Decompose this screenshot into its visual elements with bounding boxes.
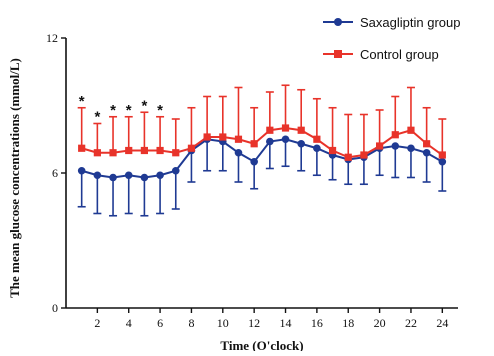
control-point [109,149,117,157]
error-bars [77,84,447,217]
control-point [407,126,415,134]
control-point [172,149,180,157]
x-tick-label: 18 [342,316,354,330]
control-point [250,140,258,148]
legend-saxagliptin-label: Saxagliptin group [360,15,460,30]
x-tick-label: 24 [436,316,448,330]
saxagliptin-point [281,135,290,144]
y-axis-title: The mean glucose concentrations (mmol/L) [7,58,22,298]
significance-asterisk: * [79,93,85,110]
saxagliptin-series-line [81,138,443,179]
control-point [266,126,274,134]
axes [65,38,458,309]
legend-saxagliptin-marker [334,18,342,26]
significance-asterisk: * [141,97,147,114]
control-point [360,151,368,159]
saxagliptin-point [313,144,321,153]
saxagliptin-point [124,171,133,180]
significance-asterisk: * [94,109,100,126]
control-point [313,135,321,143]
legend-control-marker [334,50,342,58]
saxagliptin-point [77,166,86,175]
significance-asterisk: * [110,102,116,119]
significance-asterisk: * [157,102,163,119]
series-lines [81,126,443,179]
control-point [423,140,431,148]
x-tick-label: 16 [311,316,323,330]
saxagliptin-point [438,157,447,166]
control-point [187,144,196,152]
legend-control-label: Control group [360,47,439,62]
saxagliptin-point [250,157,258,166]
x-tick-label: 22 [405,316,417,330]
x-tick-label: 14 [280,316,292,330]
control-point [219,133,227,141]
saxagliptin-point [171,166,180,175]
control-point [78,144,86,152]
y-tick-label: 0 [52,301,58,315]
legend: Saxagliptin group Control group [323,15,460,62]
x-tick-label: 10 [217,316,229,330]
saxagliptin-point [422,148,431,157]
control-point [376,142,384,150]
saxagliptin-point [93,171,102,180]
saxagliptin-point [391,142,400,150]
control-point [297,126,305,134]
control-point [438,151,446,159]
control-point [93,149,101,157]
x-axis-title: Time (O'clock) [220,338,303,351]
series-markers [77,124,447,182]
saxagliptin-point [234,148,243,157]
saxagliptin-point [266,137,274,146]
significance-annotations: * * * * * * [79,93,163,126]
saxagliptin-point [407,144,415,153]
x-tick-label: 8 [188,316,194,330]
y-tick-label: 12 [46,31,58,45]
significance-asterisk: * [126,102,132,119]
x-tick-label: 6 [157,316,163,330]
control-point [344,153,352,161]
saxagliptin-point [140,173,149,182]
control-point [328,146,337,155]
control-point [140,146,148,155]
control-point [203,133,211,141]
control-point [234,135,243,143]
saxagliptin-point [156,171,164,180]
control-point [281,124,290,132]
saxagliptin-point [297,139,306,148]
y-tick-label: 6 [52,166,58,180]
x-tick-label: 12 [248,316,260,330]
x-tick-label: 20 [374,316,386,330]
control-point [156,146,164,155]
saxagliptin-point [109,173,117,182]
control-point [391,131,399,139]
x-tick-label: 4 [126,316,132,330]
x-tick-label: 2 [94,316,100,330]
control-point [125,146,133,155]
